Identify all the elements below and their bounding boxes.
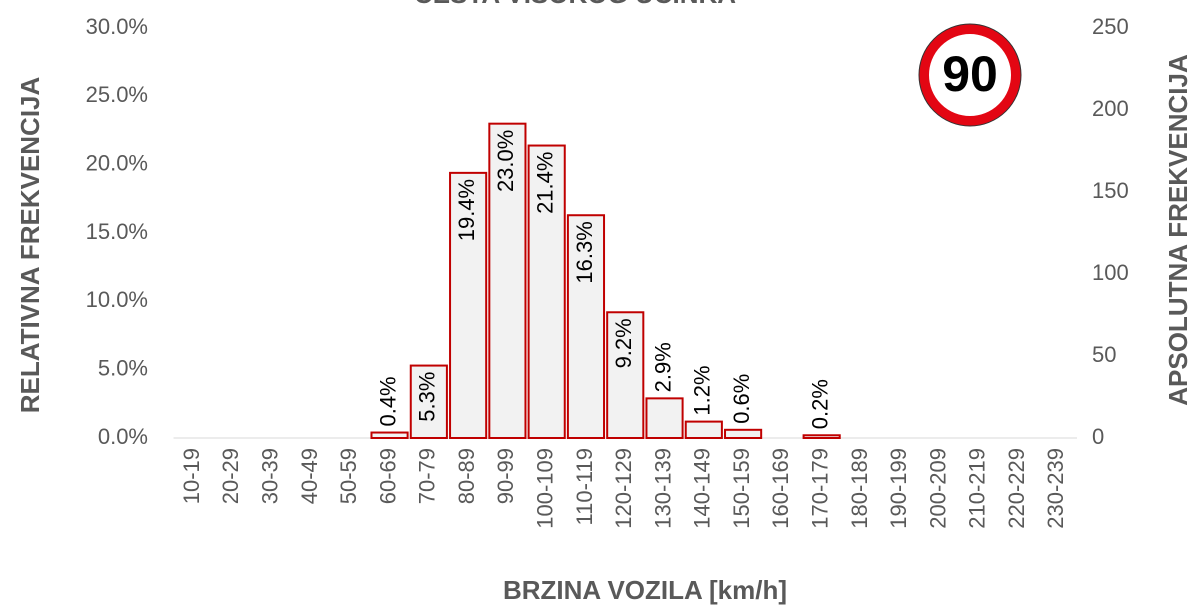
data-label: 2.9% — [650, 342, 675, 392]
x-tick-label: 70-79 — [415, 448, 440, 504]
x-tick-label: 220-229 — [1004, 448, 1029, 529]
y-tick-label: 25.0% — [86, 82, 148, 107]
y-tick-label: 0.0% — [98, 424, 148, 449]
x-tick-label: 30-39 — [258, 448, 283, 504]
y2-tick-label: 250 — [1092, 14, 1129, 39]
sign-border — [918, 23, 1022, 127]
bar — [566, 214, 606, 439]
x-tick-label: 170-179 — [807, 448, 832, 529]
y-tick-label: 20.0% — [86, 150, 148, 175]
x-tick-label: 130-139 — [650, 448, 675, 529]
y-tick-label: 5.0% — [98, 355, 148, 380]
data-label: 21.4% — [532, 152, 557, 214]
x-tick-label: 190-199 — [886, 448, 911, 529]
y2-tick-label: 50 — [1092, 342, 1116, 367]
sign-ring — [919, 24, 1021, 126]
x-tick-label: 10-19 — [179, 448, 204, 504]
x-tick-label: 110-119 — [572, 448, 597, 525]
x-tick-label: 60-69 — [375, 448, 400, 504]
chart-title: CESTA VISOKOG UČINKA — [414, 0, 736, 9]
x-tick-label: 20-29 — [218, 448, 243, 504]
y2-tick-label: 150 — [1092, 178, 1129, 203]
data-label: 16.3% — [572, 221, 597, 283]
y2-axis-title: APSOLUTNA FREKVENCIJA — [1163, 54, 1193, 406]
y-tick-label: 30.0% — [86, 14, 148, 39]
x-tick-label: 40-49 — [297, 448, 322, 504]
y-tick-label: 10.0% — [86, 287, 148, 312]
y2-tick-label: 200 — [1092, 96, 1129, 121]
bar — [449, 171, 488, 439]
bar — [527, 144, 566, 440]
x-tick-label: 150-159 — [729, 448, 754, 529]
sign-text: 90 — [942, 46, 998, 102]
x-tick-label: 120-129 — [611, 448, 636, 529]
y-axis-title: RELATIVNA FREKVENCIJA — [15, 76, 45, 413]
x-tick-label: 160-169 — [768, 448, 793, 529]
x-tick-label: 50-59 — [336, 448, 361, 504]
bar — [684, 420, 723, 440]
y2-tick-label: 0 — [1092, 424, 1104, 449]
bar — [409, 364, 448, 440]
y-tick-label: 15.0% — [86, 219, 148, 244]
data-label: 9.2% — [611, 318, 636, 368]
bar — [645, 397, 684, 440]
y2-tick-label: 100 — [1092, 260, 1129, 285]
x-tick-label: 90-99 — [493, 448, 518, 504]
x-tick-label: 200-209 — [925, 448, 950, 529]
x-tick-label: 180-189 — [847, 448, 872, 529]
x-tick-label: 140-149 — [690, 448, 715, 529]
data-label: 0.2% — [807, 379, 832, 429]
data-label: 0.4% — [375, 376, 400, 426]
data-label: 1.2% — [690, 365, 715, 415]
x-axis-title: BRZINA VOZILA [km/h] — [503, 575, 787, 605]
bar — [606, 311, 645, 439]
data-label: 0.6% — [729, 374, 754, 424]
x-tick-label: 100-109 — [532, 448, 557, 529]
bar — [488, 122, 527, 440]
speed-sign: 90 — [918, 23, 1022, 127]
bar — [724, 428, 763, 439]
data-label: 5.3% — [415, 372, 440, 422]
data-label: 23.0% — [493, 130, 518, 192]
bar — [370, 431, 409, 439]
data-label: 19.4% — [454, 179, 479, 241]
x-tick-label: 230-239 — [1043, 448, 1068, 529]
bar — [802, 434, 841, 439]
x-tick-label: 210-219 — [965, 448, 990, 529]
x-tick-label: 80-89 — [454, 448, 479, 504]
